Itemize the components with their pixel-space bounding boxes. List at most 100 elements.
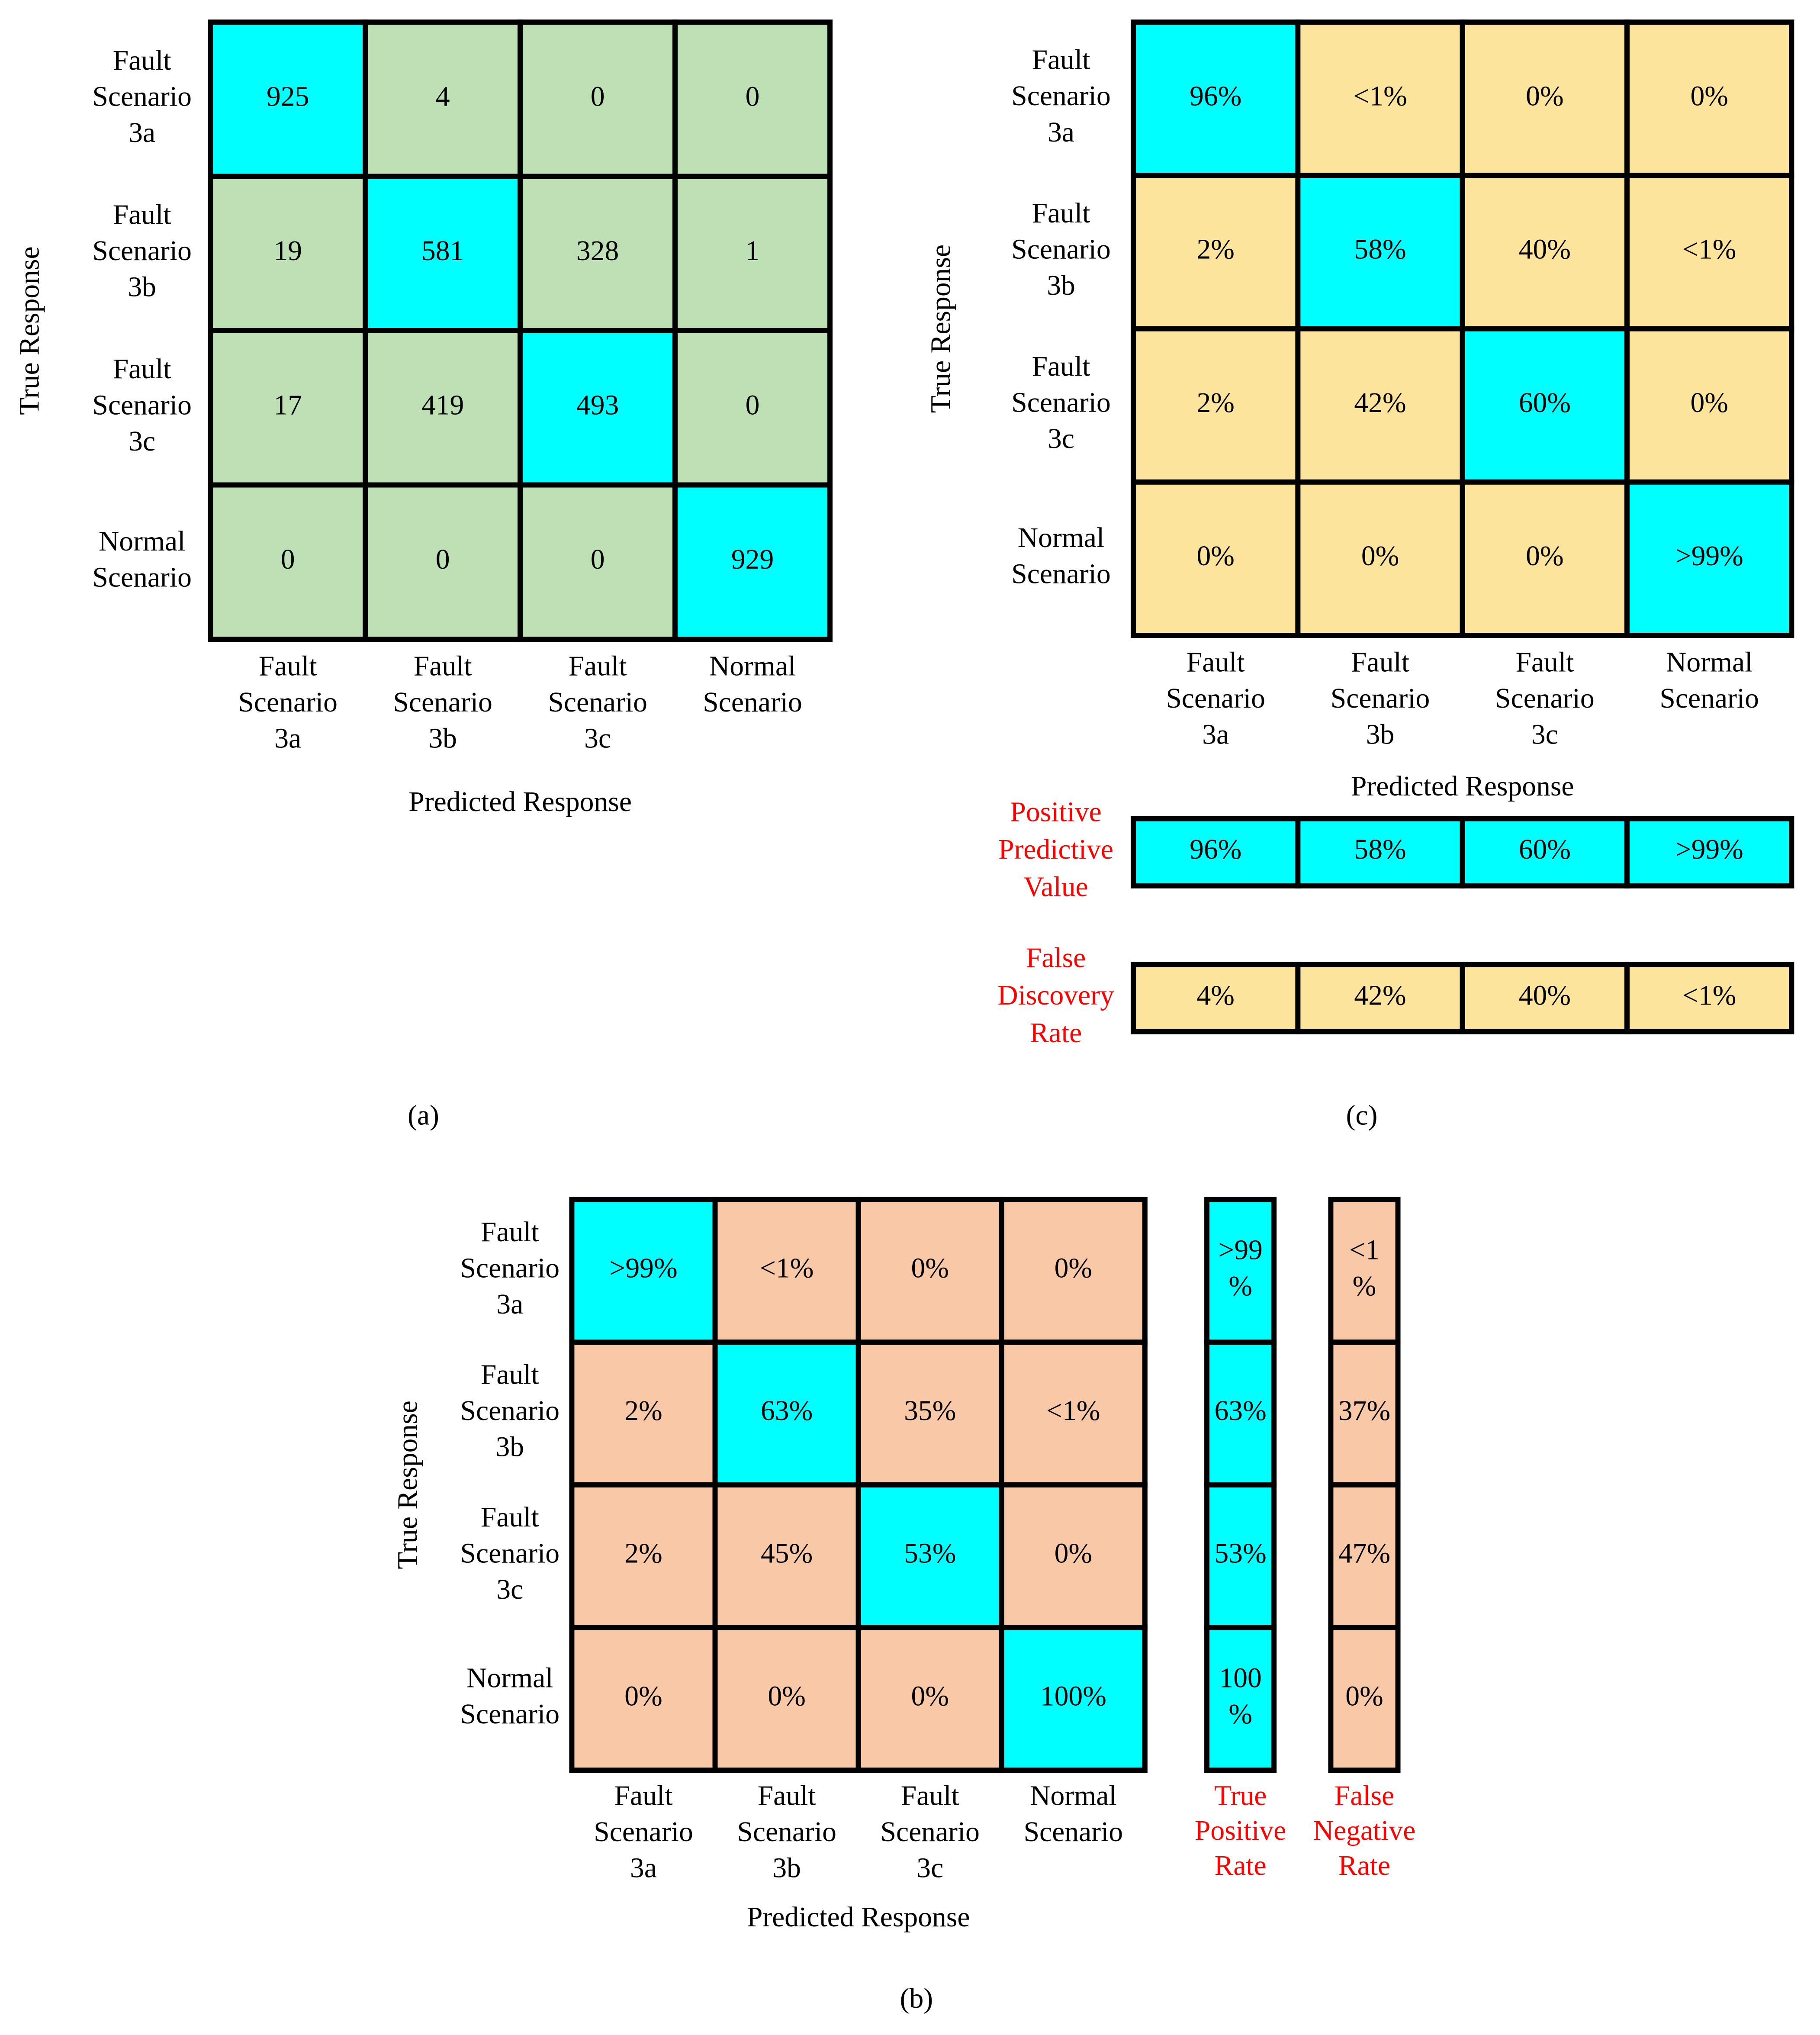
cell: [855, 1482, 1004, 1630]
x-axis-label: Predicted Response: [747, 1902, 970, 1933]
cell: [363, 328, 523, 488]
cell-label: 0%: [1055, 1538, 1092, 1569]
summary-label: 96%: [1190, 834, 1241, 865]
cell-label: 0%: [1196, 541, 1234, 572]
cell: [712, 1482, 861, 1630]
cell-label: 0%: [1361, 541, 1399, 572]
cell: [1131, 173, 1301, 332]
summary-label: 100%: [1219, 1663, 1261, 1730]
cell: [569, 1625, 718, 1773]
row-label: Fault Scenario 3c: [92, 354, 192, 457]
cell: [1460, 326, 1630, 485]
cell-label: <1%: [760, 1253, 814, 1284]
cell-label: 0%: [768, 1681, 805, 1712]
column-label: Fault Scenario 3a: [238, 651, 338, 754]
summary-cell: [1131, 962, 1301, 1034]
row-label: Normal Scenario: [1011, 522, 1111, 590]
cell: [1460, 479, 1630, 638]
cell-label: 0%: [624, 1681, 662, 1712]
column-label: Fault Scenario 3c: [880, 1781, 980, 1884]
summary-cell: [1204, 1482, 1277, 1630]
cell-label: >99%: [609, 1253, 677, 1284]
y-axis-label: True Response: [926, 245, 957, 413]
cell: [1624, 479, 1794, 638]
cell-label: 493: [576, 390, 619, 421]
cell-label: 0%: [1526, 80, 1563, 112]
column-label: Fault Scenario 3b: [737, 1781, 836, 1884]
summary-label: >99%: [1675, 834, 1743, 865]
cell-label: 328: [576, 235, 619, 267]
cell: [1624, 19, 1794, 178]
cell: [999, 1625, 1148, 1773]
cell-label: 100%: [1040, 1681, 1106, 1712]
cell-label: <1%: [1682, 234, 1736, 265]
cell-label: <1%: [1353, 80, 1407, 112]
cell-label: 2%: [624, 1395, 662, 1426]
summary-label: 63%: [1215, 1395, 1267, 1426]
summary-label: 58%: [1354, 834, 1406, 865]
summary-cell: [1328, 1625, 1401, 1773]
cell-label: 17: [273, 390, 302, 421]
cell: [712, 1197, 861, 1345]
cell-label: 40%: [1519, 234, 1571, 265]
column-label: Fault Scenario 3b: [1331, 647, 1430, 750]
column-label: Fault Scenario 3a: [594, 1781, 693, 1884]
cell: [363, 482, 523, 642]
summary-cell: [1328, 1197, 1401, 1345]
summary-label: >99%: [1218, 1235, 1263, 1302]
cell-label: 42%: [1354, 387, 1406, 419]
summary-label: <1%: [1682, 980, 1736, 1011]
cell-label: <1%: [1046, 1395, 1100, 1426]
cell-label: 0%: [1526, 541, 1563, 572]
cell-label: 63%: [761, 1395, 813, 1426]
summary-label: 42%: [1354, 980, 1406, 1011]
cell: [208, 482, 368, 642]
cell: [1295, 173, 1465, 332]
cell-label: 0: [746, 390, 760, 421]
cell-label: 0: [436, 544, 450, 575]
summary-cell: [1624, 816, 1794, 889]
summary-cell: [1204, 1625, 1277, 1773]
cell-label: 2%: [624, 1538, 662, 1569]
cell-label: 60%: [1519, 387, 1571, 419]
summary-cell: [1624, 962, 1794, 1034]
cell: [999, 1482, 1148, 1630]
row-label: Fault Scenario 3c: [460, 1502, 560, 1605]
cell-label: 0%: [911, 1681, 949, 1712]
summary-name: False Negative Rate: [1313, 1781, 1416, 1881]
cell: [569, 1482, 718, 1630]
caption: (b): [900, 1983, 933, 2014]
summary-name: True Positive Rate: [1195, 1781, 1286, 1881]
row-label: Fault Scenario 3a: [1011, 45, 1111, 148]
cell-label: 96%: [1190, 80, 1241, 112]
summary-label: 37%: [1338, 1395, 1390, 1426]
cell-label: 0%: [1690, 80, 1728, 112]
row-label: Fault Scenario 3b: [1011, 198, 1111, 301]
summary-label: 60%: [1519, 834, 1571, 865]
caption: (c): [1346, 1100, 1378, 1131]
cell: [208, 19, 368, 179]
cell: [569, 1339, 718, 1488]
row-label: Fault Scenario 3c: [1011, 351, 1111, 454]
cell: [855, 1625, 1004, 1773]
summary-cell: [1460, 816, 1630, 889]
column-label: Fault Scenario 3b: [393, 651, 492, 754]
row-label: Fault Scenario 3a: [460, 1217, 560, 1320]
cell-label: 929: [731, 544, 774, 575]
row-label: Fault Scenario 3b: [460, 1359, 560, 1463]
cell: [1131, 479, 1301, 638]
y-axis-label: True Response: [392, 1401, 424, 1569]
cell-label: 0: [281, 544, 295, 575]
column-label: Normal Scenario: [703, 651, 802, 718]
cell-label: 0: [746, 81, 760, 112]
cell-label: 0%: [1690, 387, 1728, 419]
summary-cell: [1295, 962, 1465, 1034]
column-label: Fault Scenario 3c: [548, 651, 647, 754]
summary-label: 0%: [1345, 1681, 1383, 1712]
column-label: Fault Scenario 3a: [1166, 647, 1265, 750]
caption: (a): [408, 1100, 439, 1131]
cell: [1131, 19, 1301, 178]
cell-label: 925: [267, 81, 309, 112]
cell: [1460, 173, 1630, 332]
x-axis-label: Predicted Response: [1351, 771, 1574, 802]
